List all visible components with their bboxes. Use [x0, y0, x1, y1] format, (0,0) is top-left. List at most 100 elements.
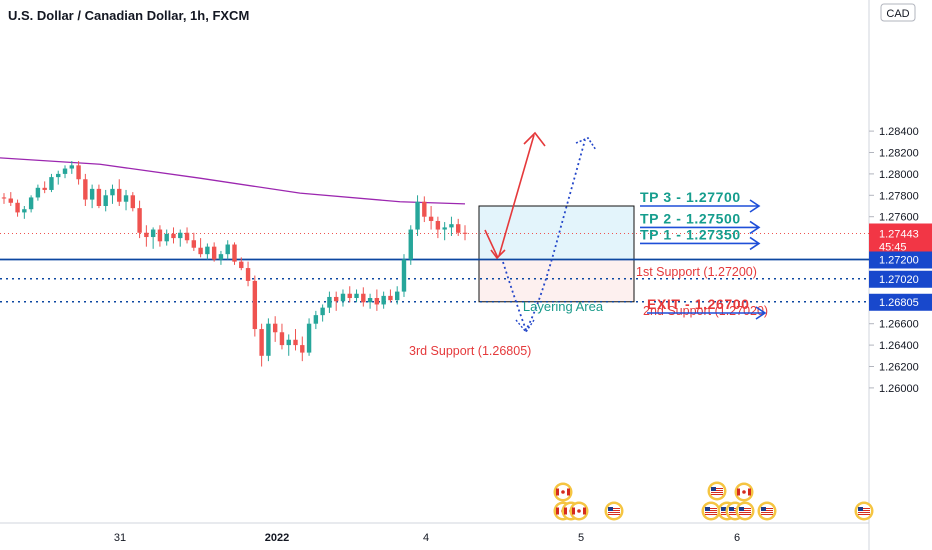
support-labels: 1st Support (1.27200) 2nd Support (1.2702… [409, 265, 768, 358]
flag-canton [721, 507, 726, 511]
candle-body [293, 339, 298, 346]
candle-body [435, 220, 441, 230]
flag-stripe [705, 512, 717, 513]
candle-body [15, 202, 20, 213]
candle-body [388, 295, 393, 301]
pullback-arrow-segment [484, 229, 499, 259]
ca-flag-event-icon[interactable] [569, 501, 589, 521]
level-price-badge: 1.27020 [869, 270, 932, 288]
candle-body [367, 298, 373, 303]
flag-stripe [608, 510, 620, 511]
bullish-arrow-line [498, 134, 535, 257]
candle-body [157, 229, 163, 242]
target-zone [478, 205, 635, 260]
us-flag-event-icon[interactable] [707, 481, 727, 501]
flag-stripe [761, 512, 773, 513]
candle-body [415, 201, 420, 230]
us-flag-event-icon[interactable] [757, 501, 777, 521]
candle-body [56, 173, 61, 178]
flag-stripe [729, 512, 741, 513]
candle-body [164, 233, 169, 242]
flag-stripe [572, 507, 575, 515]
flag-leaf [561, 490, 565, 494]
candle-body [320, 307, 325, 316]
ca-flag-event-icon[interactable] [553, 482, 573, 502]
flag-leaf [742, 490, 746, 494]
candle-body [354, 293, 359, 299]
candle-body [83, 179, 88, 200]
flag-leaf [577, 509, 581, 513]
time-tick-label: 31 [114, 532, 126, 544]
candle-body [381, 295, 386, 305]
candle-body [150, 229, 156, 238]
flag-stripe [858, 512, 870, 513]
flag-canton [608, 507, 613, 511]
candle-body [211, 246, 217, 260]
us-flag-event-icon[interactable] [701, 501, 721, 521]
flag-stripe [711, 488, 723, 489]
layering-dip-head [515, 319, 535, 334]
candle-body [205, 246, 210, 255]
candle-body [191, 240, 197, 248]
candle-body [137, 208, 142, 233]
flag-stripe [705, 510, 717, 511]
candle-body [171, 233, 176, 239]
us-flag-event-icon[interactable] [604, 501, 624, 521]
price-axis[interactable]: 1.28400 1.28200 1.28000 1.27800 1.27600 1.274… [869, 126, 919, 395]
support-label: 3rd Support (1.26805) [409, 344, 531, 358]
flag-stripe [556, 507, 559, 515]
support-label: 1st Support (1.27200) [636, 265, 757, 279]
exit-target: EXIT - 1.26700 [647, 296, 767, 320]
flag-stripe [711, 494, 723, 495]
candle-body [89, 188, 95, 200]
candle-body [340, 293, 346, 302]
flag-stripe [556, 488, 559, 496]
candle-body [239, 261, 244, 269]
candle-body [401, 259, 407, 292]
candle-body [198, 247, 203, 255]
flag-stripe [737, 488, 740, 496]
candle-body [333, 296, 339, 302]
price-tick-label: 1.26000 [879, 383, 919, 395]
candle-body [69, 165, 74, 169]
flag-canton [729, 507, 734, 511]
price-tick-label: 1.27600 [879, 212, 919, 224]
candle-body [456, 224, 461, 233]
candle-body [266, 323, 271, 356]
currency-badge-label: CAD [886, 8, 909, 20]
price-tick-label: 1.28200 [879, 148, 919, 160]
time-axis[interactable]: 31 2022 4 5 6 [114, 532, 740, 544]
candle-body [259, 329, 264, 356]
flag-stripe [705, 514, 717, 515]
time-tick-label: 4 [423, 532, 429, 544]
flag-stripe [858, 508, 870, 509]
candle-body [123, 195, 129, 202]
flag-stripe [858, 514, 870, 515]
candle-body [252, 280, 258, 330]
ca-flag-event-icon[interactable] [734, 482, 754, 502]
candle-body [28, 197, 34, 210]
level-price-value: 1.27200 [879, 255, 919, 267]
price-tick-label: 1.27800 [879, 190, 919, 202]
flag-canton [739, 507, 744, 511]
economic-event-markers[interactable] [553, 481, 874, 521]
scenario-arrows [484, 131, 597, 334]
flag-stripe [608, 508, 620, 509]
bullish-arrow-head [523, 131, 546, 147]
price-tick-label: 1.26200 [879, 362, 919, 374]
layering-arrow-path [502, 139, 586, 333]
flag-stripe [564, 507, 567, 515]
level-price-badge-bg [869, 270, 932, 288]
us-flag-event-icon[interactable] [735, 501, 755, 521]
moving-average-line [0, 157, 466, 205]
us-flag-event-icon[interactable] [854, 501, 874, 521]
exit-label: EXIT - 1.26700 [647, 296, 750, 312]
flag-stripe [711, 492, 723, 493]
flag-stripe [739, 512, 751, 513]
level-price-value: 1.27020 [879, 274, 919, 286]
currency-badge[interactable]: CAD [880, 3, 916, 22]
level-price-badge-bg [869, 293, 932, 311]
